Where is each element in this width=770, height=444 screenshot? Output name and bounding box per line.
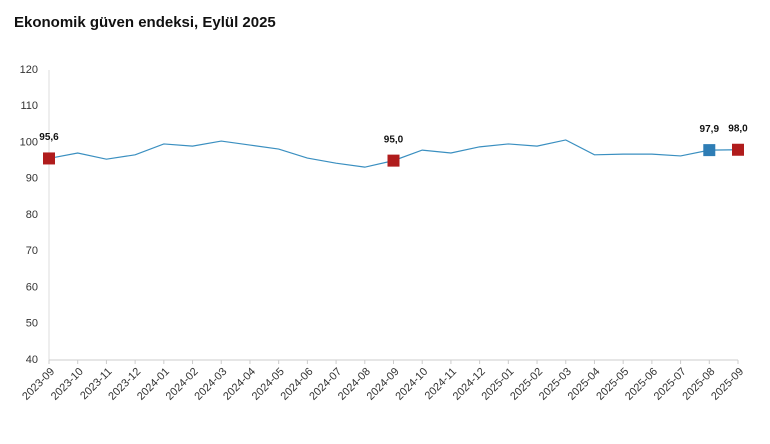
value-label: 98,0: [728, 123, 748, 134]
value-label: 95,0: [384, 134, 404, 145]
y-tick-label: 50: [26, 318, 38, 330]
value-label: 95,6: [39, 132, 59, 143]
y-tick-label: 100: [20, 136, 38, 148]
y-tick-label: 120: [20, 64, 38, 76]
y-tick-label: 80: [26, 209, 38, 221]
y-tick-label: 70: [26, 245, 38, 257]
marker: [387, 154, 400, 167]
marker: [43, 152, 55, 165]
y-tick-label: 90: [26, 173, 38, 185]
marker: [732, 143, 744, 156]
chart-title: Ekonomik güven endeksi, Eylül 2025: [14, 14, 276, 31]
y-tick-label: 110: [20, 100, 38, 112]
y-tick-label: 60: [26, 281, 38, 293]
x-tick-label: 2025-09: [709, 366, 746, 403]
y-tick-label: 40: [26, 354, 38, 366]
value-label: 97,9: [700, 124, 720, 135]
marker: [703, 144, 716, 157]
